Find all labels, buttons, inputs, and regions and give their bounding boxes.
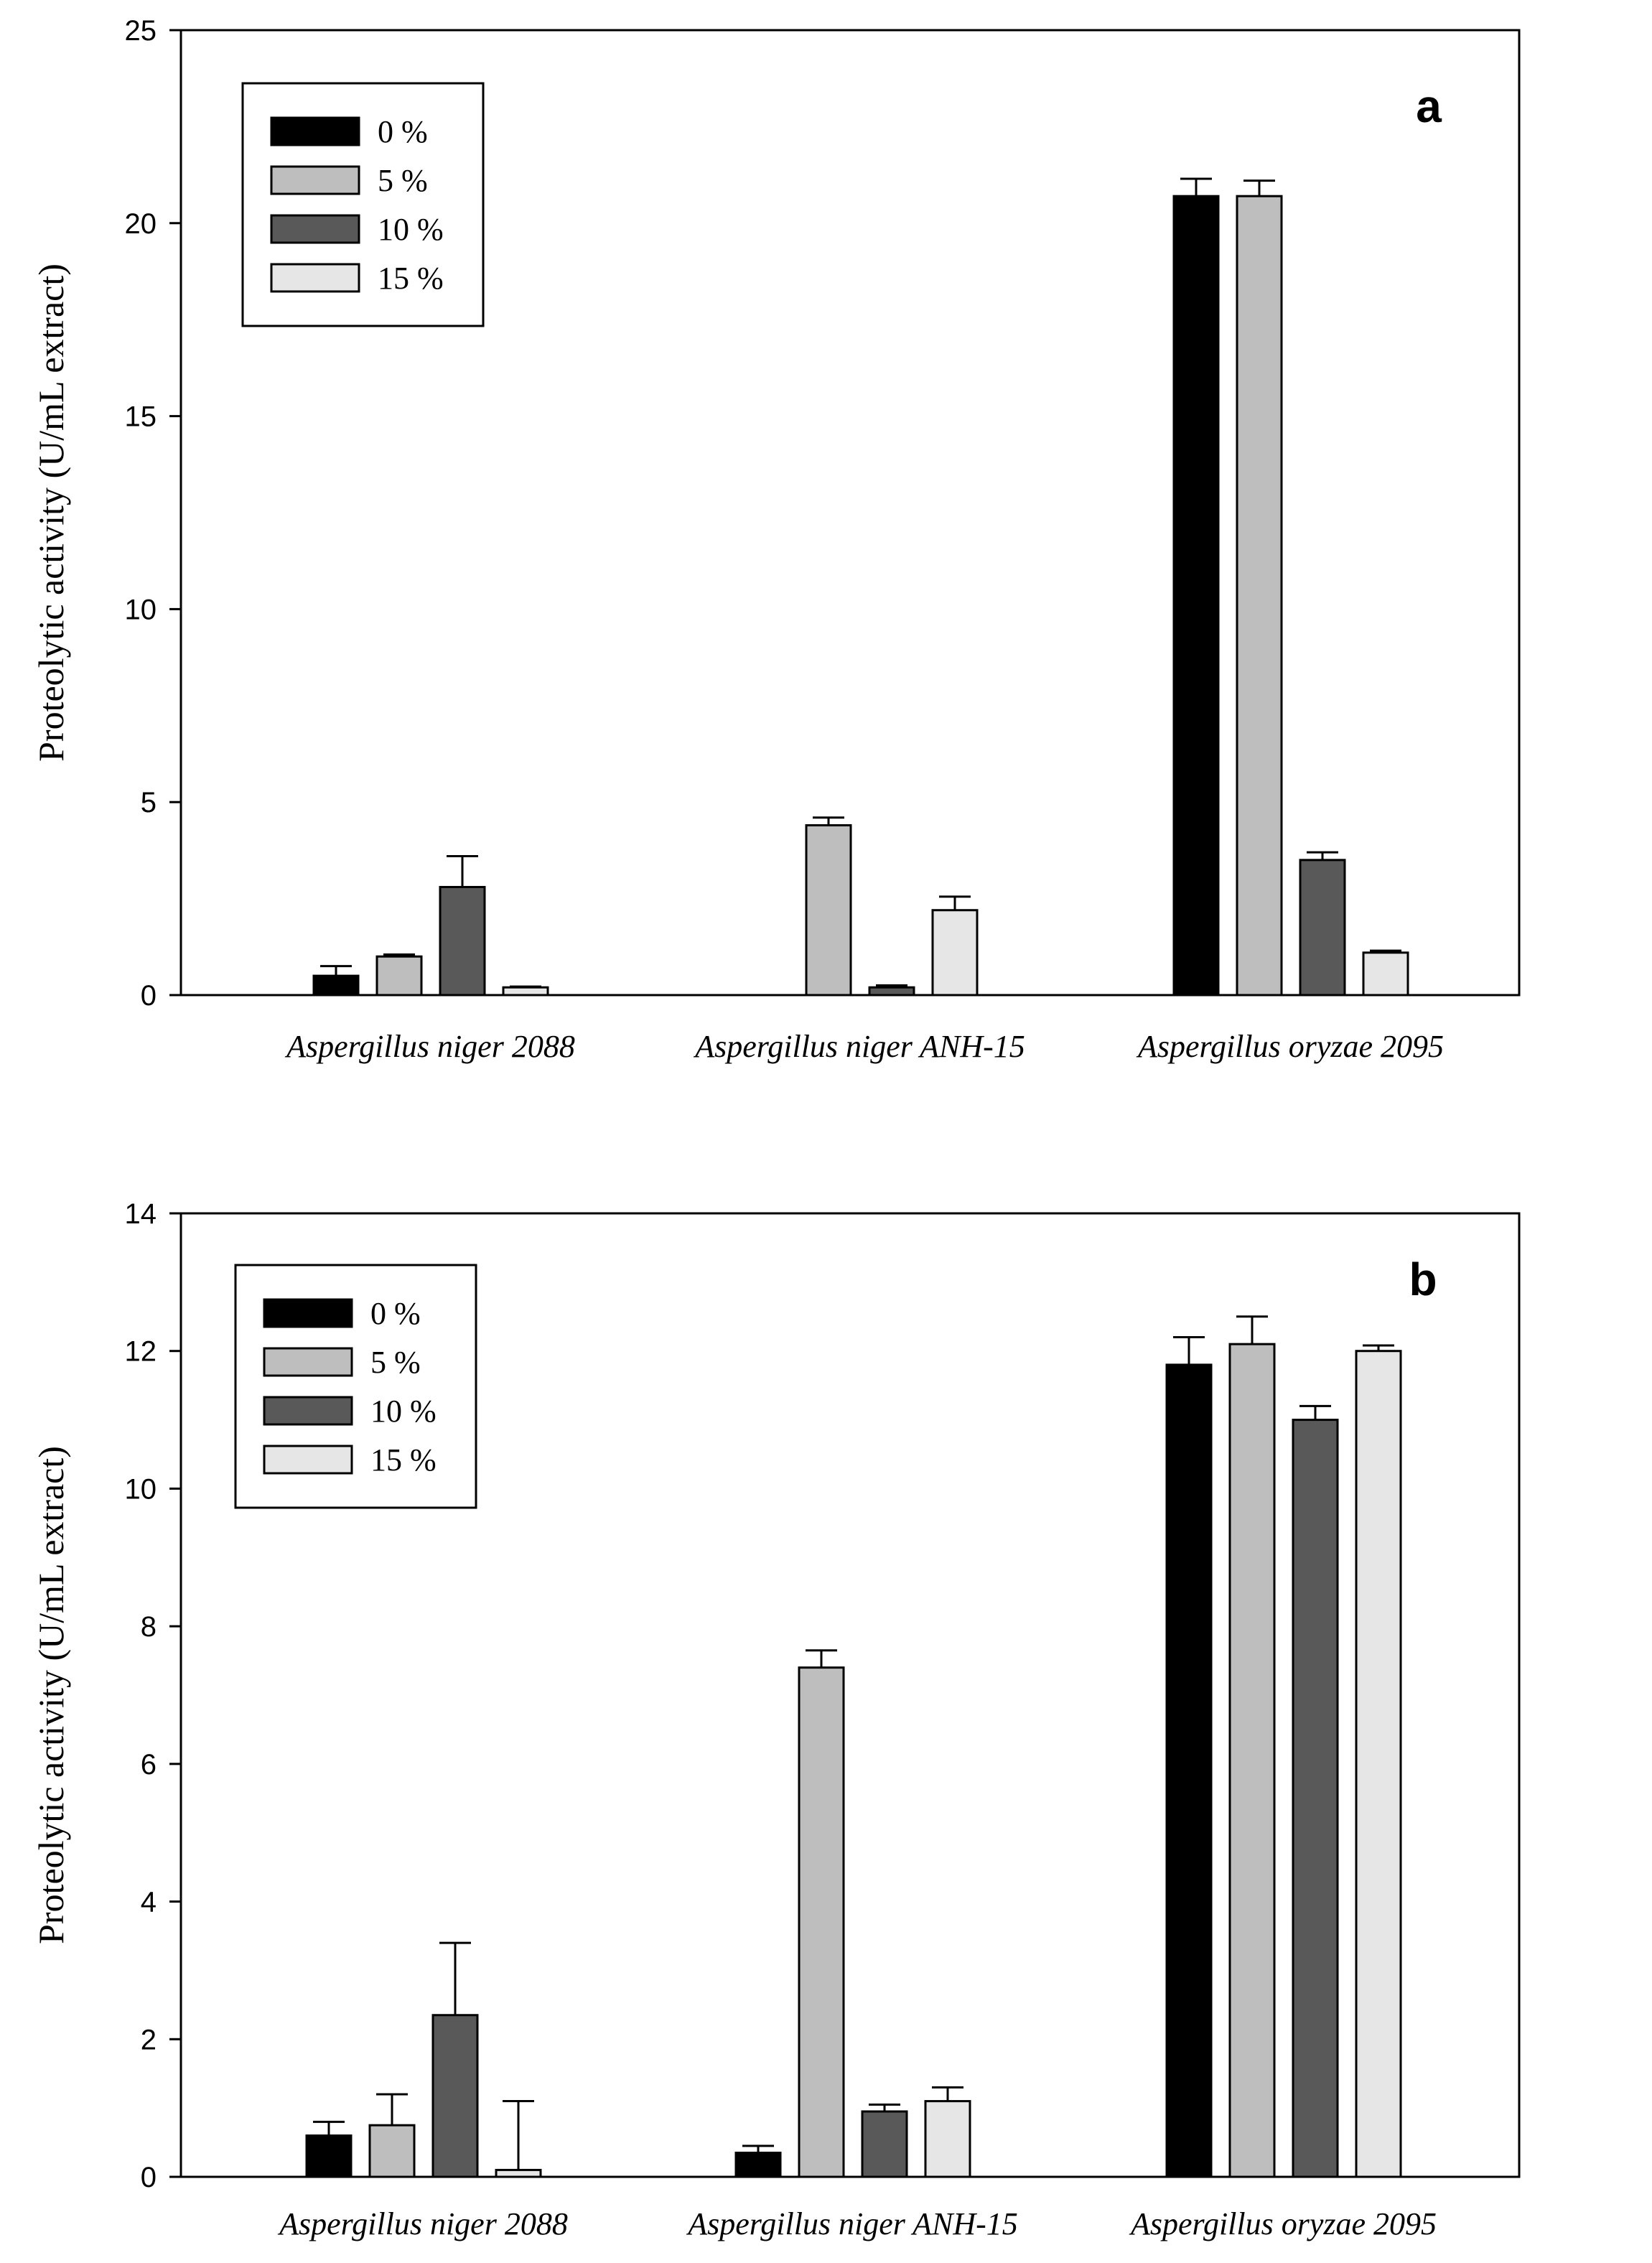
y-tick-label: 6 (141, 1749, 157, 1781)
y-tick-label: 10 (125, 594, 157, 625)
legend-label: 0 % (370, 1296, 421, 1331)
bar (375, 955, 423, 997)
bar (1165, 1363, 1213, 2178)
legend-swatch (263, 1298, 353, 1328)
bar (368, 2124, 416, 2178)
category-label: Aspergillus niger 2088 (284, 1029, 575, 1064)
y-tick-label: 15 (125, 401, 157, 433)
bar (924, 2100, 971, 2178)
legend-swatch (270, 116, 360, 146)
panel-b: 0 2 4 6 8 10 12 14 Proteolytic activity (U/mL ex… (31, 1198, 1521, 2241)
legend-label: 15 % (378, 261, 444, 296)
legend-swatch (270, 165, 360, 195)
y-axis-title: Proteolytic activity (U/mL extract) (31, 1446, 71, 1944)
y-tick-label: 25 (125, 15, 157, 47)
bar (1292, 1419, 1339, 2178)
bar (305, 2134, 353, 2178)
category-label: Aspergillus niger ANH-15 (686, 2206, 1018, 2241)
category-label: Aspergillus niger 2088 (277, 2206, 568, 2241)
y-tick-label: 12 (125, 1336, 157, 1368)
y-axis-title: Proteolytic activity (U/mL extract) (31, 263, 71, 762)
legend-swatch (270, 214, 360, 244)
legend-label: 10 % (370, 1394, 437, 1429)
panel-letter: a (1416, 80, 1442, 132)
panel-a: 0 5 10 15 20 25 Proteolytic activity (U/mL ext… (31, 15, 1521, 1064)
y-tick-label: 0 (141, 2162, 157, 2193)
legend-swatch (263, 1396, 353, 1426)
bar (798, 1666, 845, 2178)
y-tick-label: 4 (141, 1887, 157, 1918)
bar (1299, 859, 1346, 997)
category-label: Aspergillus oryzae 2095 (1136, 1029, 1444, 1064)
bar (1236, 195, 1283, 997)
y-tick-label: 20 (125, 208, 157, 240)
bar (495, 2168, 542, 2178)
category-label: Aspergillus oryzae 2095 (1129, 2206, 1437, 2241)
y-tick-label: 10 (125, 1473, 157, 1505)
bar (312, 974, 360, 997)
legend-label: 5 % (378, 163, 428, 198)
bar (805, 823, 852, 997)
bar (1362, 951, 1409, 997)
bar (931, 909, 979, 997)
bar (1228, 1343, 1276, 2178)
bar (439, 885, 486, 997)
bar (1172, 195, 1220, 997)
y-tick-label: 8 (141, 1611, 157, 1643)
panel-letter: b (1409, 1254, 1437, 1305)
bar (1355, 1350, 1402, 2178)
legend-swatch (263, 1347, 353, 1377)
bar (734, 2151, 782, 2178)
legend-label: 10 % (378, 212, 444, 247)
y-tick-label: 14 (125, 1198, 157, 1230)
category-label: Aspergillus niger ANH-15 (693, 1029, 1025, 1064)
legend-swatch (263, 1445, 353, 1475)
plot-frame (179, 1212, 1521, 2178)
legend-label: 0 % (378, 114, 428, 149)
legend-label: 5 % (370, 1345, 421, 1380)
y-tick-label: 2 (141, 2024, 157, 2056)
legend-label: 15 % (370, 1442, 437, 1478)
bar (861, 2110, 908, 2178)
bar (868, 986, 915, 997)
legend-swatch (270, 263, 360, 293)
bar (431, 2014, 479, 2178)
bar (502, 986, 549, 997)
y-tick-label: 0 (141, 980, 157, 1012)
y-tick-label: 5 (141, 787, 157, 818)
